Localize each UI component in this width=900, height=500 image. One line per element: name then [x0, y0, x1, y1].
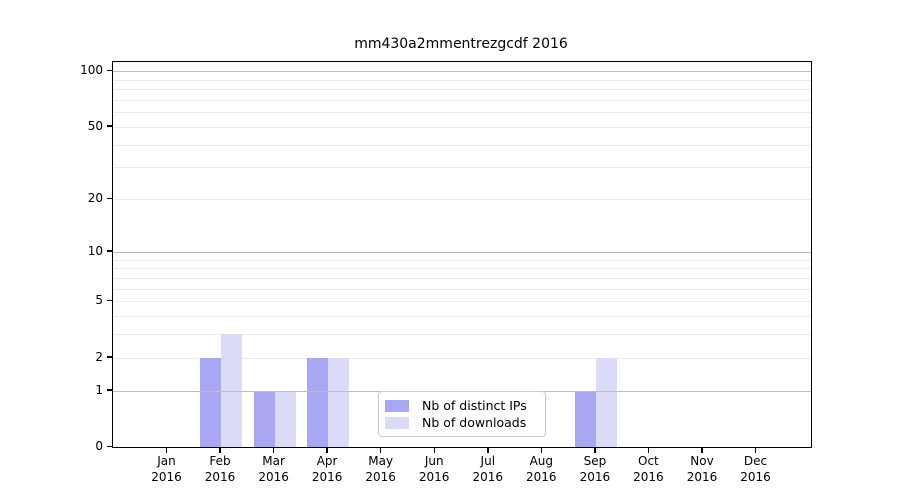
gridline-minor-90 — [113, 79, 811, 81]
plot-area — [112, 61, 812, 448]
bar-distinct-ips-feb — [200, 357, 221, 447]
y-tick-label-20: 20 — [87, 191, 103, 206]
gridline-minor-80 — [113, 89, 811, 91]
x-tick-mark-may — [379, 447, 382, 453]
gridline-minor-7 — [113, 277, 811, 279]
gridline-minor-60 — [113, 112, 811, 114]
gridline-major-10 — [113, 251, 811, 253]
x-tick-label-jan: Jan 2016 — [151, 454, 182, 484]
gridline-minor-4 — [113, 315, 811, 317]
y-tick-label-1: 1 — [95, 382, 103, 397]
y-tick-label-2: 2 — [95, 349, 103, 364]
legend: Nb of distinct IPs Nb of downloads — [378, 391, 546, 437]
legend-item-0: Nb of distinct IPs — [385, 397, 537, 414]
y-tick-mark-2 — [107, 356, 112, 358]
x-tick-mark-dec — [754, 447, 757, 453]
gridline-minor-40 — [113, 144, 811, 146]
y-tick-mark-50 — [107, 125, 112, 127]
x-tick-label-mar: Mar 2016 — [258, 454, 289, 484]
gridline-minor-6 — [113, 288, 811, 290]
y-tick-label-0: 0 — [95, 439, 103, 453]
y-tick-label-5: 5 — [95, 293, 103, 308]
bar-downloads-mar — [274, 390, 296, 447]
y-tick-mark-100 — [107, 69, 112, 72]
x-tick-mark-jul — [487, 447, 489, 453]
x-tick-mark-nov — [701, 447, 703, 453]
x-tick-label-apr: Apr 2016 — [311, 454, 343, 484]
x-tick-mark-feb — [219, 447, 221, 453]
gridline-minor-9 — [113, 259, 811, 261]
x-tick-mark-aug — [540, 447, 543, 453]
x-tick-mark-jun — [433, 447, 435, 453]
gridline-major-100 — [113, 71, 811, 73]
legend-label-0: Nb of distinct IPs — [422, 398, 527, 413]
x-tick-label-feb: Feb 2016 — [204, 454, 236, 484]
x-tick-label-jul: Jul 2016 — [472, 454, 504, 484]
legend-item-1: Nb of downloads — [385, 414, 537, 431]
bar-distinct-ips-apr — [307, 357, 329, 447]
bar-distinct-ips-mar — [253, 390, 275, 447]
gridline-minor-50 — [113, 126, 811, 128]
gridline-minor-5 — [113, 301, 811, 303]
x-tick-label-nov: Nov 2016 — [686, 454, 718, 484]
legend-swatch-0 — [385, 399, 409, 412]
x-tick-mark-oct — [647, 447, 650, 453]
y-tick-mark-20 — [107, 197, 112, 200]
y-tick-mark-10 — [107, 250, 112, 252]
y-tick-label-50: 50 — [87, 118, 103, 133]
y-tick-mark-1 — [107, 389, 112, 391]
chart-title: mm430a2mmentrezgcdf 2016 — [354, 36, 568, 52]
x-tick-mark-mar — [272, 447, 275, 453]
x-tick-label-may: May 2016 — [365, 454, 396, 484]
legend-label-1: Nb of downloads — [422, 415, 527, 430]
x-tick-mark-jan — [165, 447, 168, 453]
x-tick-mark-sep — [594, 447, 596, 453]
x-tick-label-dec: Dec 2016 — [740, 454, 771, 484]
gridline-minor-20 — [113, 199, 811, 201]
x-tick-label-jun: Jun 2016 — [418, 454, 450, 484]
y-tick-label-100: 100 — [80, 63, 103, 78]
gridline-minor-3 — [113, 334, 811, 336]
gridline-minor-30 — [113, 167, 811, 169]
x-tick-label-oct: Oct 2016 — [633, 454, 664, 484]
y-tick-mark-5 — [107, 299, 112, 302]
y-tick-label-10: 10 — [87, 243, 103, 258]
gridline-minor-2 — [113, 357, 811, 359]
gridline-minor-70 — [113, 99, 811, 101]
legend-swatch-1 — [385, 416, 409, 429]
x-tick-label-sep: Sep 2016 — [579, 454, 611, 484]
bar-downloads-sep — [595, 357, 617, 447]
bar-distinct-ips-sep — [574, 390, 596, 447]
x-tick-label-aug: Aug 2016 — [526, 454, 557, 484]
y-tick-mark-0 — [107, 445, 112, 447]
x-tick-mark-apr — [326, 447, 328, 453]
bar-downloads-apr — [328, 357, 350, 447]
gridline-minor-8 — [113, 268, 811, 270]
